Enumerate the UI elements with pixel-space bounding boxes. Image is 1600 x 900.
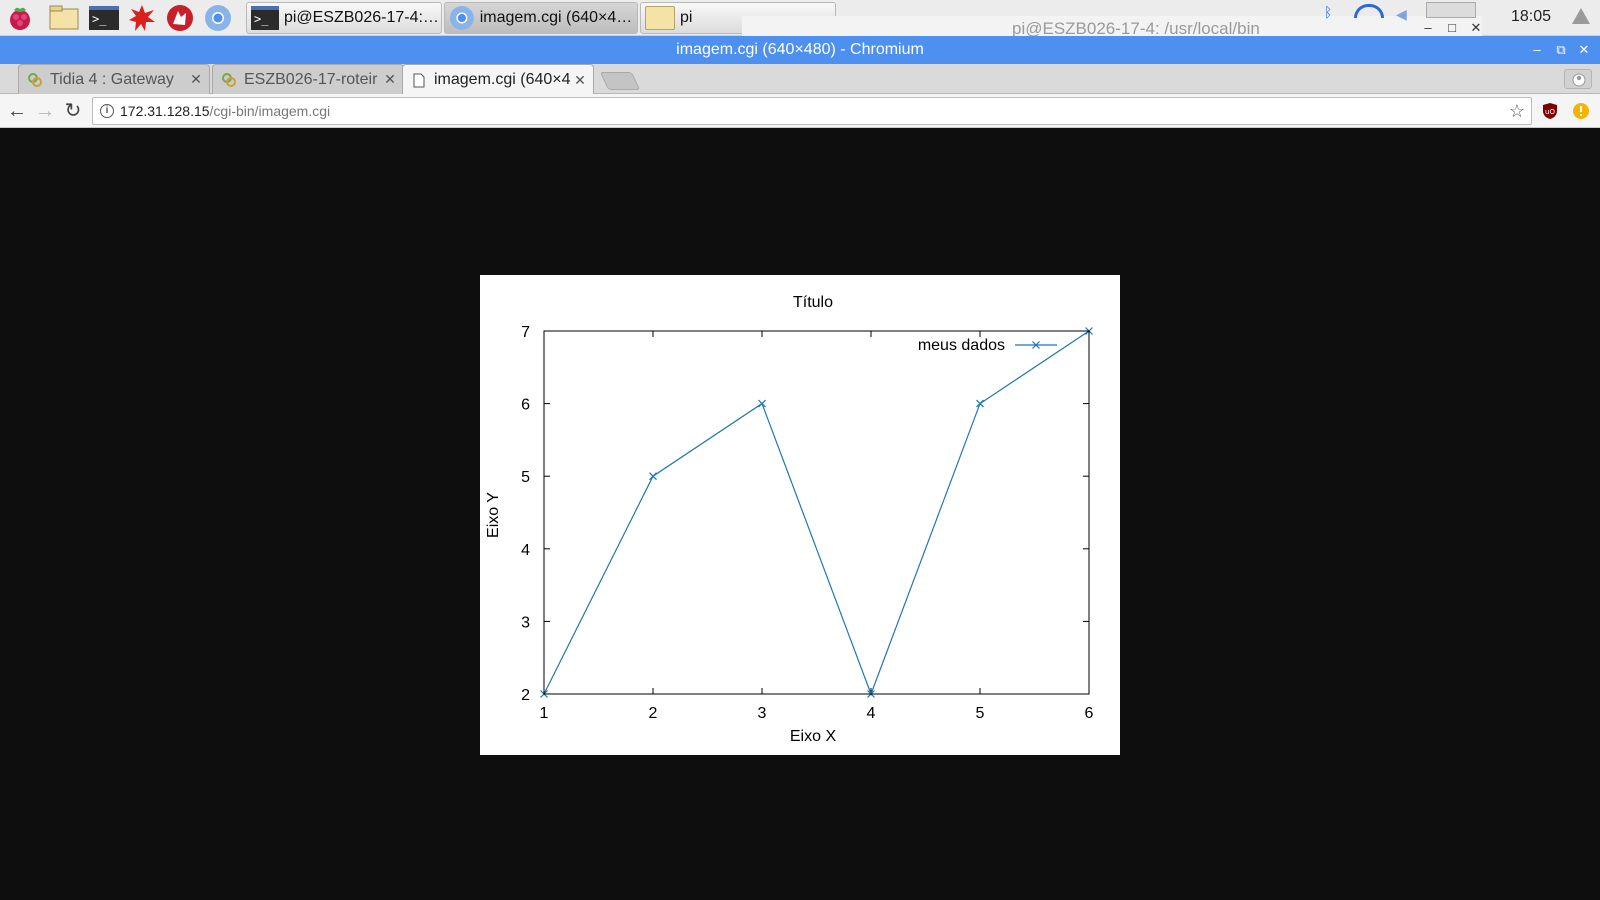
- wifi-icon[interactable]: [1354, 4, 1384, 18]
- legend-label: meus dados: [918, 337, 1005, 354]
- clock: 18:05: [1511, 8, 1552, 25]
- tab-title: ESZB026-17-roteir: [244, 70, 378, 88]
- x-tick-label: 4: [867, 705, 876, 722]
- back-button[interactable]: ←: [7, 100, 27, 122]
- wolfram-icon[interactable]: [164, 3, 196, 33]
- raspberry-menu-icon[interactable]: [4, 3, 36, 33]
- x-tick-label: 1: [540, 705, 549, 722]
- taskbar-task-label: pi@ESZB026-17-4: /u...: [283, 9, 441, 26]
- y-tick-label: 7: [521, 324, 530, 341]
- reload-button[interactable]: ↻: [64, 100, 82, 122]
- taskbar-task-label: pi: [680, 9, 693, 26]
- tab-title: imagem.cgi (640×4: [434, 71, 571, 88]
- window-title: imagem.cgi (640×480) - Chromium: [676, 41, 924, 58]
- mathematica-icon[interactable]: [126, 3, 158, 33]
- taskbar-task-label: imagem.cgi (640×48...: [479, 9, 637, 26]
- forward-button[interactable]: →: [35, 100, 55, 122]
- legend-marker: [1032, 341, 1040, 349]
- page-document-icon: [411, 72, 427, 88]
- data-point-marker: [758, 399, 766, 408]
- close-icon[interactable]: ✕: [1578, 42, 1590, 57]
- chromium-icon[interactable]: [202, 3, 234, 33]
- plot-frame: [543, 330, 1090, 695]
- y-tick-label: 3: [521, 614, 530, 631]
- taskbar-task-terminal[interactable]: >_ pi@ESZB026-17-4: /u...: [246, 2, 442, 34]
- address-bar[interactable]: i 172.31.128.15/cgi-bin/imagem.cgi ☆: [92, 97, 1532, 125]
- series-line: [543, 330, 1090, 696]
- y-tick-label: 6: [521, 397, 530, 414]
- tab-eszb026[interactable]: ESZB026-17-roteir ✕: [212, 64, 404, 94]
- chart-title: Título: [793, 294, 833, 311]
- x-tick-label: 6: [1085, 705, 1094, 722]
- url-host: 172.31.128.15: [120, 103, 210, 119]
- url-path: /cgi-bin/imagem.cgi: [209, 103, 331, 119]
- data-point-marker: [976, 399, 984, 408]
- new-tab-button[interactable]: [599, 72, 641, 90]
- background-close-icon[interactable]: ✕: [1470, 20, 1482, 35]
- taskbar-task-chromium[interactable]: imagem.cgi (640×48...: [444, 2, 638, 34]
- chromium-icon: [449, 6, 474, 30]
- volume-icon[interactable]: ◀: [1396, 6, 1407, 22]
- tab-close-icon[interactable]: ✕: [574, 71, 586, 88]
- y-tick-label: 2: [521, 687, 530, 704]
- eject-icon[interactable]: [1572, 8, 1590, 24]
- y-axis-label: Eixo Y: [485, 492, 502, 538]
- y-tick-label: 4: [521, 542, 530, 559]
- x-tick-label: 5: [976, 705, 985, 722]
- x-tick-label: 3: [758, 705, 767, 722]
- tidia-favicon-icon: [27, 72, 43, 88]
- warning-extension-icon[interactable]: [1572, 102, 1590, 120]
- site-info-icon[interactable]: i: [100, 104, 114, 118]
- background-maximize-icon[interactable]: □: [1448, 20, 1456, 35]
- terminal-icon: >_: [251, 6, 279, 30]
- browser-toolbar: ← → ↻ i 172.31.128.15/cgi-bin/imagem.cgi…: [0, 94, 1600, 128]
- tab-close-icon[interactable]: ✕: [190, 71, 202, 87]
- y-tick-label: 5: [521, 469, 530, 486]
- x-tick-label: 2: [649, 705, 658, 722]
- taskbar: >_ >_ pi@ESZB026-17-4: /u... imagem.cgi …: [0, 0, 1600, 36]
- bluetooth-icon[interactable]: ᛒ: [1324, 4, 1333, 20]
- tidia-favicon-icon: [221, 72, 237, 88]
- file-manager-icon[interactable]: [48, 3, 80, 33]
- svg-text:uO: uO: [1545, 108, 1555, 116]
- tab-tidia[interactable]: Tidia 4 : Gateway ✕: [18, 64, 210, 94]
- terminal-icon[interactable]: >_: [88, 3, 120, 33]
- tab-close-icon[interactable]: ✕: [384, 71, 396, 87]
- background-minimize-icon[interactable]: –: [1424, 20, 1432, 35]
- bookmark-star-icon[interactable]: ☆: [1508, 101, 1525, 121]
- tab-imagem-cgi[interactable]: imagem.cgi (640×4 ✕: [402, 64, 594, 95]
- background-terminal-window-title: pi@ESZB026-17-4: /usr/local/bin: [742, 16, 1482, 36]
- tab-title: Tidia 4 : Gateway: [50, 70, 174, 88]
- folder-icon: [645, 6, 675, 30]
- cpu-monitor: [1426, 2, 1476, 18]
- data-point-marker: [649, 472, 657, 481]
- profile-avatar-button[interactable]: [1564, 69, 1592, 89]
- ublock-extension-icon[interactable]: uO: [1541, 102, 1559, 120]
- tab-strip: Tidia 4 : Gateway ✕ ESZB026-17-roteir ✕ …: [0, 64, 1600, 95]
- x-axis-label: Eixo X: [790, 728, 837, 745]
- window-titlebar[interactable]: imagem.cgi (640×480) - Chromium – ⧉ ✕: [0, 36, 1600, 64]
- maximize-icon[interactable]: ⧉: [1556, 42, 1566, 57]
- minimize-icon[interactable]: –: [1533, 42, 1541, 57]
